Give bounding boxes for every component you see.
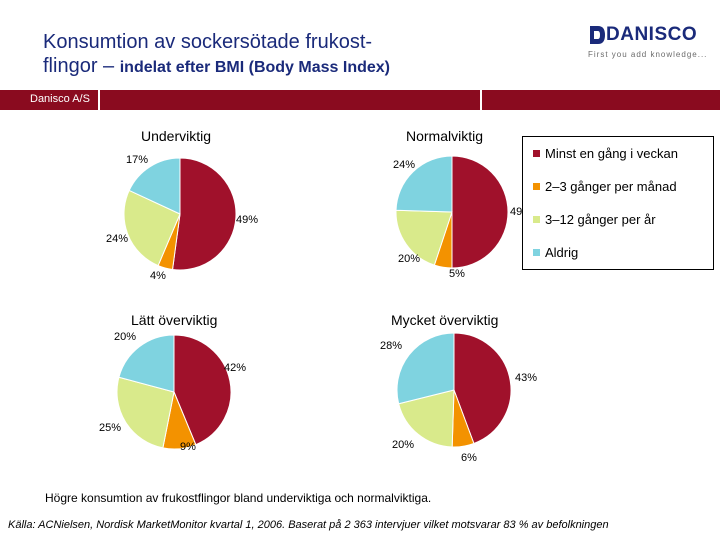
pie-chart-latt-overviktig <box>116 334 232 450</box>
pie-slice <box>395 209 453 266</box>
pie-chart-mycket-overviktig <box>396 332 512 448</box>
conclusion-note: Högre konsumtion av frukostflingor bland… <box>45 491 432 505</box>
legend-swatch <box>533 183 540 190</box>
logo-word: DANISCO <box>606 24 698 45</box>
band-divider <box>480 90 482 110</box>
legend-item: Minst en gång i veckan <box>533 146 678 161</box>
legend-swatch <box>533 216 540 223</box>
title-subtitle: indelat efter BMI (Body Mass Index) <box>119 59 390 76</box>
legend-label: Aldrig <box>545 245 579 260</box>
chart-legend: Minst en gång i veckan 2–3 gånger per må… <box>522 136 714 270</box>
danisco-logo: DANISCO First you add knowledge... <box>588 24 708 64</box>
logo-mark-icon <box>590 26 605 44</box>
data-label: 20% <box>114 331 137 343</box>
data-label: 49% <box>236 214 259 226</box>
band-divider <box>98 90 100 110</box>
pie-slice <box>128 157 181 215</box>
chart-title-latt-overviktig: Lätt överviktig <box>131 312 218 328</box>
data-label: 20% <box>392 439 415 451</box>
pie-chart-underviktig <box>123 157 237 271</box>
pie-slice <box>398 389 455 448</box>
legend-label: Minst en gång i veckan <box>545 146 678 161</box>
legend-item: Aldrig <box>533 245 578 260</box>
data-label: 24% <box>106 233 129 245</box>
pie-slice <box>396 332 455 405</box>
data-label: 42% <box>224 362 247 374</box>
source-footnote: Källa: ACNielsen, Nordisk MarketMonitor … <box>8 519 609 531</box>
data-label: 28% <box>380 340 403 352</box>
logo-tagline: First you add knowledge... <box>588 50 708 59</box>
pie-slice <box>453 332 512 445</box>
data-label: 25% <box>99 422 122 434</box>
pie-slice <box>116 376 175 449</box>
data-label: 9% <box>180 441 196 453</box>
data-label: 20% <box>398 253 421 265</box>
chart-title-underviktig: Underviktig <box>141 128 212 144</box>
pie-chart-normalviktig <box>395 155 509 269</box>
page-title: Konsumtion av sockersötade frukost- flin… <box>43 30 390 80</box>
data-label: 43% <box>515 372 538 384</box>
title-line-2-prefix: flingor – <box>43 55 120 77</box>
pie-slice <box>123 189 181 267</box>
legend-label: 3–12 gånger per år <box>545 212 656 227</box>
legend-swatch <box>533 150 540 157</box>
data-label: 6% <box>461 452 477 464</box>
data-label: 5% <box>449 268 465 280</box>
data-label: 4% <box>150 270 166 282</box>
legend-item: 2–3 gånger per månad <box>533 179 677 194</box>
data-label: 17% <box>126 154 149 166</box>
band-text: Danisco A/S <box>30 93 90 105</box>
legend-label: 2–3 gånger per månad <box>545 179 677 194</box>
title-line-1: Konsumtion av sockersötade frukost- <box>43 31 373 53</box>
pie-slice <box>171 157 237 271</box>
pie-slice <box>118 334 175 393</box>
legend-item: 3–12 gånger per år <box>533 212 656 227</box>
legend-swatch <box>533 249 540 256</box>
chart-title-normalviktig: Normalviktig <box>406 128 484 144</box>
chart-title-mycket-overviktig: Mycket överviktig <box>391 312 499 328</box>
pie-slice <box>395 155 453 213</box>
pie-slice <box>173 334 232 446</box>
pie-slice <box>451 155 509 269</box>
title-line-2: flingor – indelat efter BMI (Body Mass I… <box>43 54 390 80</box>
data-label: 24% <box>393 159 416 171</box>
header-band: Danisco A/S <box>0 90 720 110</box>
